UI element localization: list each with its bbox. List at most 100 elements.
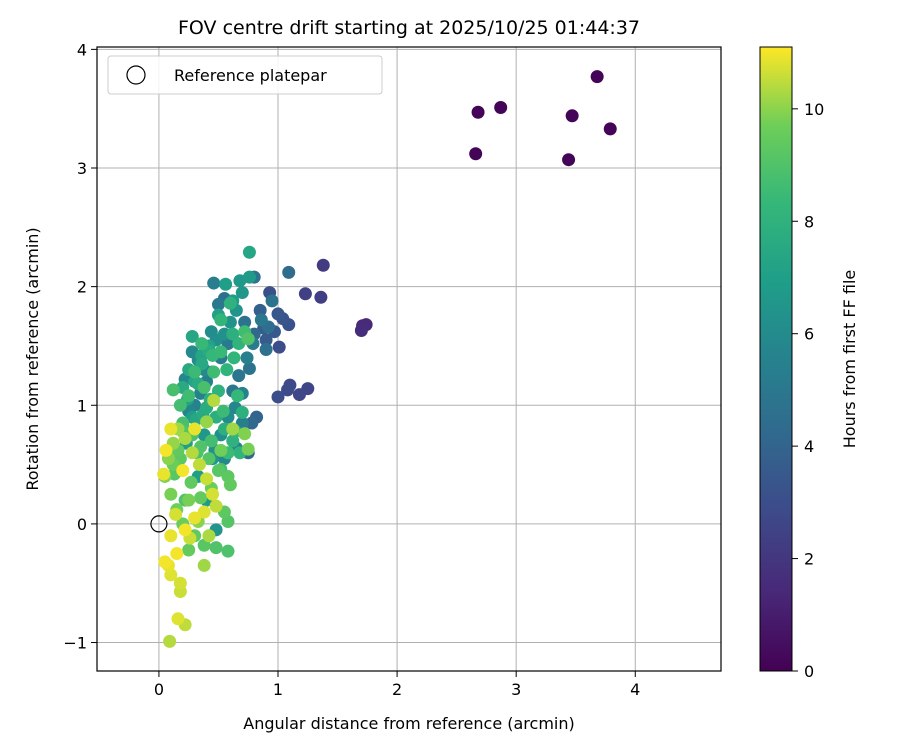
data-point [209, 541, 223, 555]
data-point [195, 337, 209, 351]
data-point [178, 431, 192, 445]
data-point [182, 543, 196, 557]
data-point [226, 327, 240, 341]
data-point [207, 394, 221, 408]
data-point [214, 345, 228, 359]
legend-marker-reference [126, 65, 146, 85]
data-point [164, 529, 178, 543]
y-tick-label: 0 [77, 515, 87, 534]
data-point [182, 389, 196, 403]
data-point [219, 277, 233, 291]
reference-platepar-marker [150, 515, 168, 533]
data-point [242, 245, 256, 259]
colorbar: 0 2 4 6 8 10 Hours from first FF file [759, 46, 859, 681]
data-point [211, 297, 225, 311]
data-point [209, 499, 223, 513]
colorbar-label: Hours from first FF file [840, 270, 859, 449]
colorbar-tick-label: 8 [804, 212, 814, 231]
data-point [171, 612, 185, 626]
y-tick-label: 3 [77, 159, 87, 178]
data-point [211, 464, 225, 478]
data-point [259, 333, 273, 347]
data-point [235, 286, 249, 300]
data-point [223, 478, 237, 492]
data-point [173, 398, 187, 412]
data-point [207, 276, 221, 290]
data-points [157, 70, 617, 648]
data-point [185, 329, 199, 343]
data-point [159, 443, 173, 457]
colorbar-gradient [759, 46, 793, 672]
data-point [166, 383, 180, 397]
data-point [157, 467, 171, 481]
x-tick-label: 4 [630, 680, 640, 699]
data-point [194, 491, 208, 505]
legend-box [107, 55, 383, 95]
legend-entry-reference: Reference platepar [174, 66, 327, 85]
data-point [298, 287, 312, 301]
data-point [221, 544, 235, 558]
data-point [281, 383, 295, 397]
legend: Reference platepar [107, 55, 383, 95]
data-point [354, 324, 368, 338]
data-point [238, 315, 252, 329]
data-point [214, 313, 228, 327]
data-point [197, 505, 211, 519]
chart-title: FOV centre drift starting at 2025/10/25 … [178, 17, 640, 39]
data-point [265, 294, 279, 308]
y-axis-ticks: −1 0 1 2 3 4 [63, 40, 97, 653]
data-point [494, 101, 508, 115]
data-point [164, 422, 178, 436]
data-point [259, 343, 273, 357]
data-point [182, 493, 196, 507]
data-point [202, 452, 216, 466]
data-point [232, 369, 246, 383]
data-point [223, 296, 237, 310]
data-point [231, 389, 245, 403]
data-point [216, 404, 230, 418]
data-point [185, 446, 199, 460]
data-point [188, 422, 202, 436]
x-tick-label: 0 [154, 680, 164, 699]
data-point [238, 427, 252, 441]
data-point [565, 109, 579, 123]
y-tick-label: 2 [77, 278, 87, 297]
data-point [271, 390, 285, 404]
colorbar-tick-label: 6 [804, 325, 814, 344]
data-point [471, 105, 485, 119]
data-point [271, 307, 285, 321]
data-point [163, 634, 177, 648]
data-point [200, 415, 214, 429]
x-tick-label: 1 [273, 680, 283, 699]
colorbar-tick-label: 2 [804, 550, 814, 569]
data-point [227, 351, 241, 365]
data-point [316, 258, 330, 272]
data-point [253, 303, 267, 317]
data-point [188, 365, 202, 379]
data-point [240, 351, 254, 365]
y-tick-label: 1 [77, 396, 87, 415]
data-point [603, 122, 617, 136]
data-point [170, 547, 184, 561]
x-axis-label: Angular distance from reference (arcmin) [243, 714, 574, 733]
data-point [204, 434, 218, 448]
data-point [562, 153, 576, 167]
data-point [242, 361, 256, 375]
data-point [164, 487, 178, 501]
data-point [200, 472, 214, 486]
data-point [207, 365, 221, 379]
data-point [197, 380, 211, 394]
data-point [158, 555, 172, 569]
colorbar-tick-label: 4 [804, 437, 814, 456]
data-point [188, 511, 202, 525]
colorbar-ticks: 0 2 4 6 8 10 [792, 100, 824, 681]
data-point [197, 558, 211, 572]
data-point [254, 313, 268, 327]
data-point [220, 363, 234, 377]
data-point [241, 442, 255, 456]
data-point [176, 464, 190, 478]
colorbar-tick-label: 10 [804, 100, 824, 119]
data-point [235, 405, 249, 419]
